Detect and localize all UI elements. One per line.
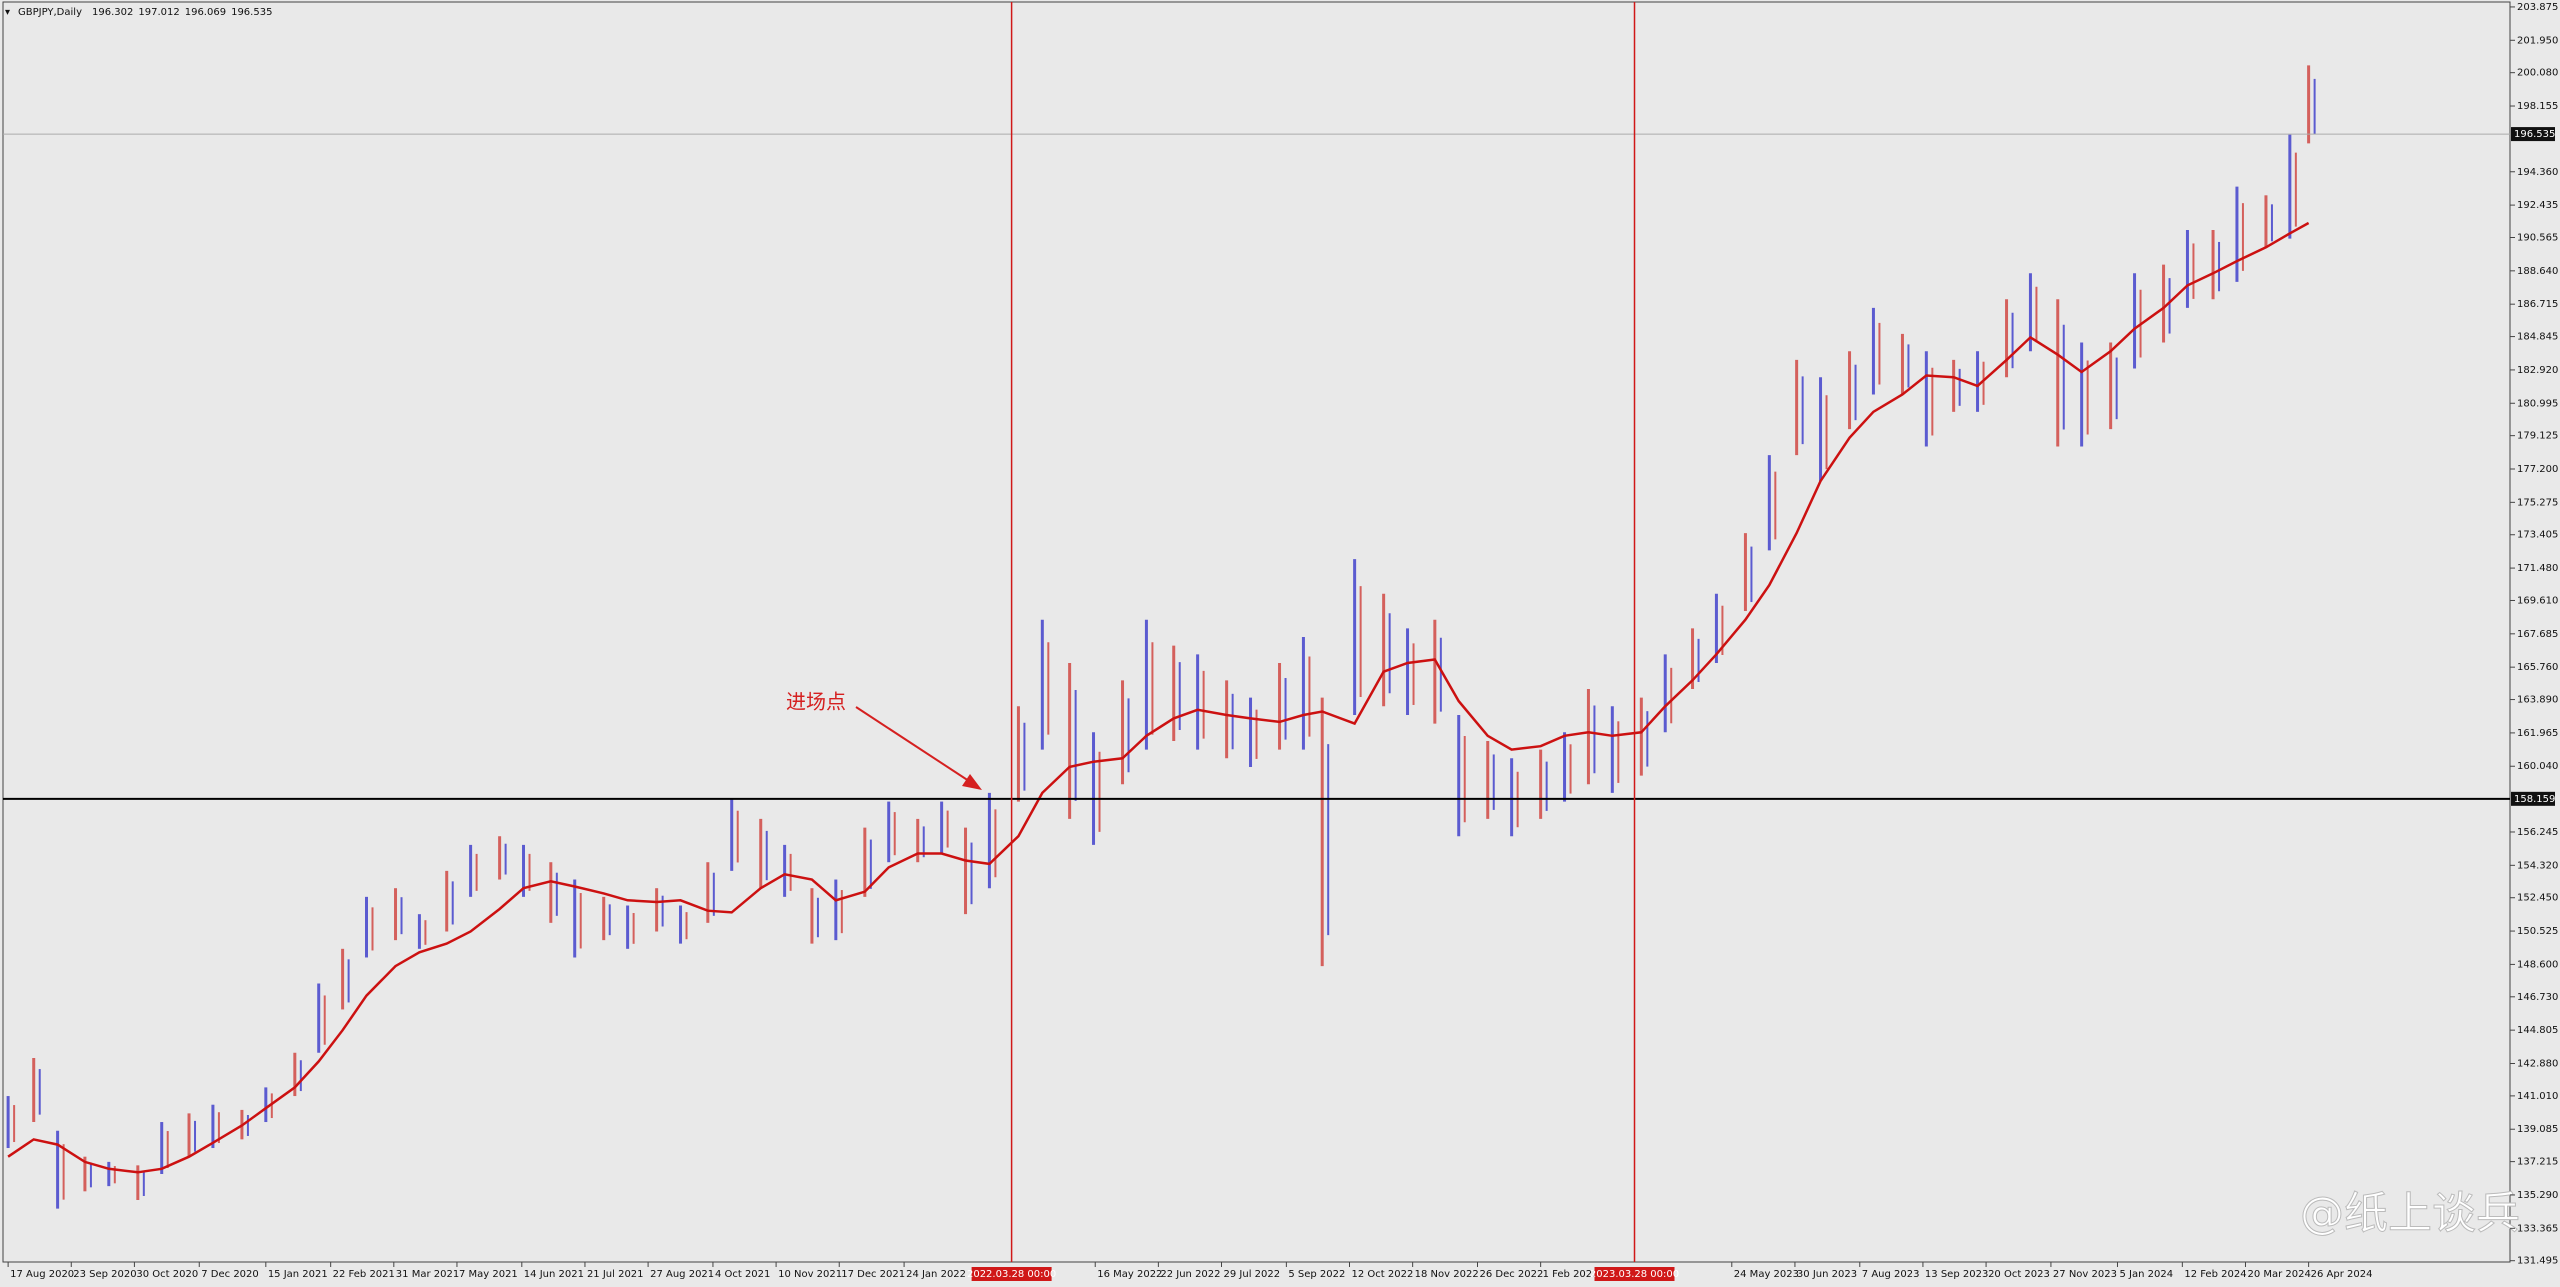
x-tick-label: 16 May 2022 bbox=[1097, 1269, 1162, 1280]
x-tick-label: 21 Jul 2021 bbox=[587, 1269, 644, 1280]
ohlc-value: 197.012 bbox=[138, 7, 179, 18]
plot-frame bbox=[2, 1, 2511, 1263]
x-tick-label: 5 Sep 2022 bbox=[1288, 1269, 1345, 1280]
y-tick-label: 184.845 bbox=[2517, 332, 2558, 343]
x-tick-label: 17 Dec 2021 bbox=[841, 1269, 905, 1280]
x-tick-label: 13 Sep 2023 bbox=[1925, 1269, 1988, 1280]
y-tick-label: 156.245 bbox=[2517, 827, 2558, 838]
x-tick-label: 24 Jan 2022 bbox=[906, 1269, 966, 1280]
x-tick-label: 26 Dec 2022 bbox=[1480, 1269, 1544, 1280]
x-tick-label: 27 Nov 2023 bbox=[2053, 1269, 2117, 1280]
symbol-header: GBPJPY,Daily 196.302 197.012 196.069 196.535 bbox=[18, 7, 272, 18]
arrow-head bbox=[962, 774, 982, 790]
x-tick-label: 12 Feb 2024 bbox=[2184, 1269, 2246, 1280]
date-label: 2023.03.28 00:00 bbox=[1590, 1269, 1679, 1280]
y-tick-label: 173.405 bbox=[2517, 530, 2558, 541]
moving-average bbox=[7, 221, 2310, 1174]
y-tick-label: 201.950 bbox=[2517, 35, 2558, 46]
y-tick-label: 161.965 bbox=[2517, 728, 2558, 739]
y-tick-label: 144.805 bbox=[2517, 1025, 2558, 1036]
y-tick-label: 198.155 bbox=[2517, 101, 2558, 112]
annotation: 进场点 bbox=[786, 690, 846, 714]
y-tick-label: 137.215 bbox=[2517, 1157, 2558, 1168]
x-tick-label: 22 Feb 2021 bbox=[333, 1269, 395, 1280]
x-tick-label: 5 Jan 2024 bbox=[2119, 1269, 2173, 1280]
y-tick-label: 160.040 bbox=[2517, 761, 2558, 772]
x-tick-label: 27 Aug 2021 bbox=[650, 1269, 714, 1280]
y-tick-label: 142.880 bbox=[2517, 1058, 2558, 1069]
menu-arrow: ▾ bbox=[5, 7, 10, 18]
y-tick-label: 148.600 bbox=[2517, 959, 2558, 970]
y-tick-label: 169.610 bbox=[2517, 595, 2558, 606]
y-tick-label: 146.730 bbox=[2517, 992, 2558, 1003]
x-tick-label: 10 Nov 2021 bbox=[778, 1269, 842, 1280]
y-tick-label: 186.715 bbox=[2517, 299, 2558, 310]
current-price-label: 196.535 bbox=[2514, 129, 2555, 140]
x-tick-label: 7 May 2021 bbox=[459, 1269, 518, 1280]
ohlc-value: 196.069 bbox=[185, 7, 226, 18]
current-price-box bbox=[2511, 127, 2555, 142]
x-tick-label: 24 May 2023 bbox=[1734, 1269, 1799, 1280]
y-tick-label: 182.920 bbox=[2517, 365, 2558, 376]
x-tick-label: 18 Nov 2022 bbox=[1415, 1269, 1479, 1280]
y-tick-label: 190.565 bbox=[2517, 232, 2558, 243]
y-tick-label: 200.080 bbox=[2517, 68, 2558, 79]
y-tick-label: 194.360 bbox=[2517, 167, 2558, 178]
x-tick-label: 23 Sep 2020 bbox=[73, 1269, 136, 1280]
y-tick-label: 163.890 bbox=[2517, 695, 2558, 706]
y-tick-label: 171.480 bbox=[2517, 563, 2558, 574]
y-tick-label: 175.275 bbox=[2517, 497, 2558, 508]
y-tick-label: 165.760 bbox=[2517, 662, 2558, 673]
y-tick-label: 131.495 bbox=[2517, 1256, 2558, 1267]
x-tick-label: 7 Aug 2023 bbox=[1862, 1269, 1920, 1280]
y-tick-label: 167.685 bbox=[2517, 629, 2558, 640]
x-tick-label: 4 Oct 2021 bbox=[715, 1269, 770, 1280]
ohlc-value: 196.535 bbox=[231, 7, 272, 18]
x-tick-label: 30 Jun 2023 bbox=[1797, 1269, 1857, 1280]
y-tick-label: 203.875 bbox=[2517, 2, 2558, 13]
y-tick-label: 154.320 bbox=[2517, 860, 2558, 871]
y-tick-label: 188.640 bbox=[2517, 266, 2558, 277]
x-tick-label: 31 Mar 2021 bbox=[396, 1269, 459, 1280]
x-tick-label: 1 Feb 2023 bbox=[1543, 1269, 1599, 1280]
x-tick-label: 22 Jun 2022 bbox=[1160, 1269, 1220, 1280]
x-tick-label: 15 Jan 2021 bbox=[268, 1269, 328, 1280]
y-tick-label: 139.085 bbox=[2517, 1124, 2558, 1135]
y-tick-label: 177.200 bbox=[2517, 464, 2558, 475]
y-tick-label: 133.365 bbox=[2517, 1223, 2558, 1234]
level-box bbox=[2511, 791, 2555, 806]
y-tick-label: 152.450 bbox=[2517, 893, 2558, 904]
y-tick-label: 179.125 bbox=[2517, 431, 2558, 442]
x-tick-label: 29 Jul 2022 bbox=[1224, 1269, 1281, 1280]
x-tick-label: 7 Dec 2020 bbox=[201, 1269, 259, 1280]
watermark: @纸上谈兵 bbox=[2300, 1188, 2520, 1239]
y-tick-label: 141.010 bbox=[2517, 1091, 2558, 1102]
y-tick-label: 150.525 bbox=[2517, 926, 2558, 937]
ohlc-value: 196.302 bbox=[92, 7, 133, 18]
date-label: 2022.03.28 00:00 bbox=[967, 1269, 1056, 1280]
date-label-box bbox=[1594, 1267, 1675, 1281]
x-tick-label: 26 Apr 2024 bbox=[2311, 1269, 2373, 1280]
y-tick-label: 180.995 bbox=[2517, 398, 2558, 409]
annotation-arrow bbox=[855, 706, 973, 784]
x-tick-label: 30 Oct 2020 bbox=[136, 1269, 198, 1280]
x-tick-label: 20 Mar 2024 bbox=[2247, 1269, 2310, 1280]
y-tick-label: 192.435 bbox=[2517, 200, 2558, 211]
y-tick-label: 135.290 bbox=[2517, 1190, 2558, 1201]
x-tick-label: 14 Jun 2021 bbox=[524, 1269, 584, 1280]
level-label: 158.159 bbox=[2514, 794, 2555, 805]
x-tick-label: 12 Oct 2022 bbox=[1352, 1269, 1414, 1280]
x-tick-label: 20 Oct 2023 bbox=[1988, 1269, 2050, 1280]
date-label-box bbox=[971, 1267, 1052, 1281]
x-tick-label: 17 Aug 2020 bbox=[10, 1269, 74, 1280]
